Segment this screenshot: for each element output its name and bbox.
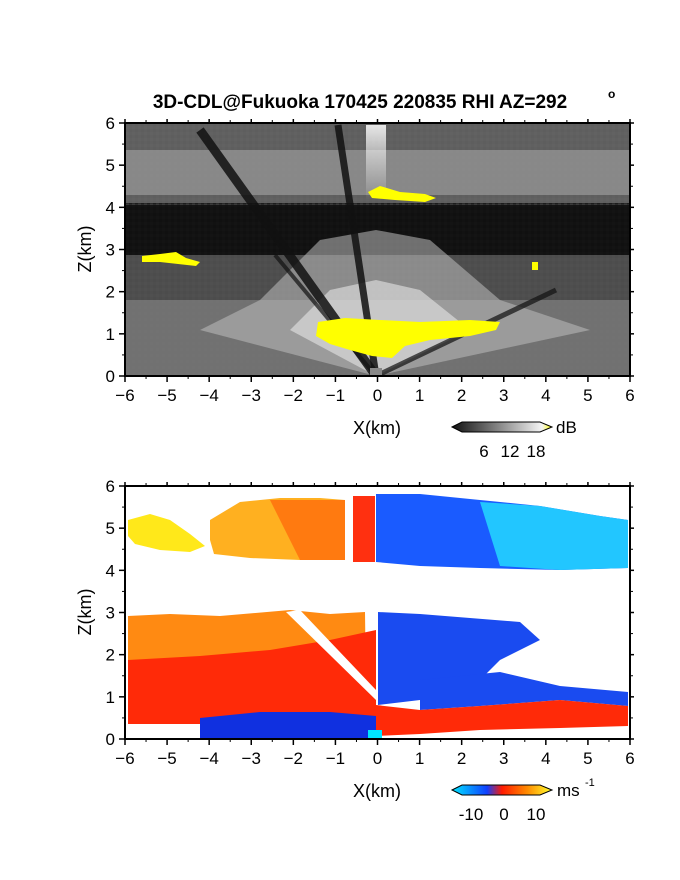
velocity-x-tick-label: −2	[284, 749, 303, 768]
intensity-y-tick-label: 1	[106, 325, 115, 344]
intensity-x-tick-label: 3	[499, 386, 508, 405]
velocity-x-tick-label: 2	[457, 749, 466, 768]
intensity-colorbar-tick: 18	[527, 442, 546, 461]
velocity-colorbar-unit-exponent: -1	[585, 777, 595, 789]
yellow-region-left	[142, 252, 200, 266]
intensity-x-tick-label: −3	[242, 386, 261, 405]
intensity-y-tick-label: 5	[106, 156, 115, 175]
velocity-x-tick-label: −5	[157, 749, 176, 768]
velocity-x-tick-label: −6	[115, 749, 134, 768]
red-near-ground	[376, 700, 628, 736]
intensity-x-tick-label: 4	[541, 386, 550, 405]
velocity-y-tick-label: 4	[106, 561, 115, 580]
velocity-colorbar: ms -1 -10 0 10	[450, 777, 595, 824]
velocity-x-tick-label: 3	[499, 749, 508, 768]
intensity-x-tick-label: 6	[625, 386, 634, 405]
velocity-colorbar-tick: 10	[527, 805, 546, 824]
velocity-y-tick-label: 2	[106, 646, 115, 665]
velocity-colorbar-tick: -10	[459, 805, 484, 824]
red-mid-band	[128, 630, 376, 724]
intensity-x-tick-label: −2	[284, 386, 303, 405]
intensity-x-label: X(km)	[353, 418, 401, 438]
velocity-panel: −6 −5 −4 −3 −2 −1 0 1 2 3 4 5 6 0 1 2 3 4 5 6 X(km) Z(km) m…	[75, 477, 635, 824]
orange-upper-band-near	[270, 500, 345, 560]
velocity-x-tick-label: 1	[415, 749, 424, 768]
chart-title: 3D-CDL@Fukuoka 170425 220835 RHI AZ=292	[153, 92, 567, 113]
cyan-origin	[368, 730, 382, 739]
velocity-field	[128, 494, 628, 739]
intensity-field	[125, 123, 630, 376]
intensity-y-label: Z(km)	[75, 226, 95, 273]
cyan-upper-band	[480, 502, 628, 570]
velocity-colorbar-bar	[450, 784, 554, 796]
velocity-x-tick-label: −3	[242, 749, 261, 768]
intensity-colorbar-bar	[450, 421, 554, 433]
intensity-colorbar-tick: 6	[479, 442, 488, 461]
velocity-y-label: Z(km)	[75, 589, 95, 636]
intensity-x-tick-label: 2	[457, 386, 466, 405]
blue-near-ground	[200, 712, 376, 739]
intensity-x-tick-label: 0	[373, 386, 382, 405]
velocity-colorbar-tick: 0	[499, 805, 508, 824]
velocity-axes: −6 −5 −4 −3 −2 −1 0 1 2 3 4 5 6 0 1 2 3 4 5 6	[106, 477, 635, 768]
velocity-x-label: X(km)	[353, 781, 401, 801]
blue-low-band	[420, 672, 628, 710]
intensity-axes: −6 −5 −4 −3 −2 −1 0 1 2 3 4 5 6 0 1 2 3 4 5 6	[106, 114, 635, 405]
chart-title-degree: o	[608, 87, 615, 101]
intensity-colorbar-tick: 12	[501, 442, 520, 461]
intensity-colorbar-unit: dB	[556, 418, 577, 437]
velocity-x-tick-label: −1	[326, 749, 345, 768]
intensity-y-tick-label: 0	[106, 367, 115, 386]
intensity-x-tick-label: 1	[415, 386, 424, 405]
velocity-x-tick-label: 4	[541, 749, 550, 768]
ground-echo	[370, 368, 382, 376]
intensity-y-tick-label: 2	[106, 283, 115, 302]
velocity-x-tick-label: 5	[583, 749, 592, 768]
yellow-upper-left	[128, 514, 205, 552]
velocity-y-tick-label: 6	[106, 477, 115, 496]
blue-mid-band	[378, 612, 540, 705]
yellow-region-right	[532, 262, 538, 270]
velocity-y-tick-label: 0	[106, 730, 115, 749]
upper-vertical-streak	[366, 125, 386, 200]
velocity-x-tick-label: 0	[373, 749, 382, 768]
intensity-y-tick-label: 4	[106, 198, 115, 217]
white-fan-gap	[286, 610, 376, 700]
velocity-colorbar-unit: ms	[557, 781, 580, 800]
yellow-region-upper	[368, 186, 436, 202]
intensity-x-tick-label: −4	[199, 386, 218, 405]
velocity-y-tick-label: 3	[106, 604, 115, 623]
velocity-x-tick-label: 6	[625, 749, 634, 768]
yellow-region-lower	[316, 318, 500, 358]
intensity-x-tick-label: −5	[157, 386, 176, 405]
intensity-x-tick-label: −1	[326, 386, 345, 405]
intensity-colorbar: dB 6 12 18	[450, 418, 577, 461]
velocity-x-tick-label: −4	[199, 749, 218, 768]
intensity-x-tick-label: −6	[115, 386, 134, 405]
velocity-y-tick-label: 1	[106, 688, 115, 707]
red-upper-column	[353, 496, 375, 562]
shadow-streak	[273, 253, 378, 376]
intensity-x-tick-label: 5	[583, 386, 592, 405]
intensity-y-tick-label: 3	[106, 241, 115, 260]
velocity-y-tick-label: 5	[106, 519, 115, 538]
intensity-y-tick-label: 6	[106, 114, 115, 133]
